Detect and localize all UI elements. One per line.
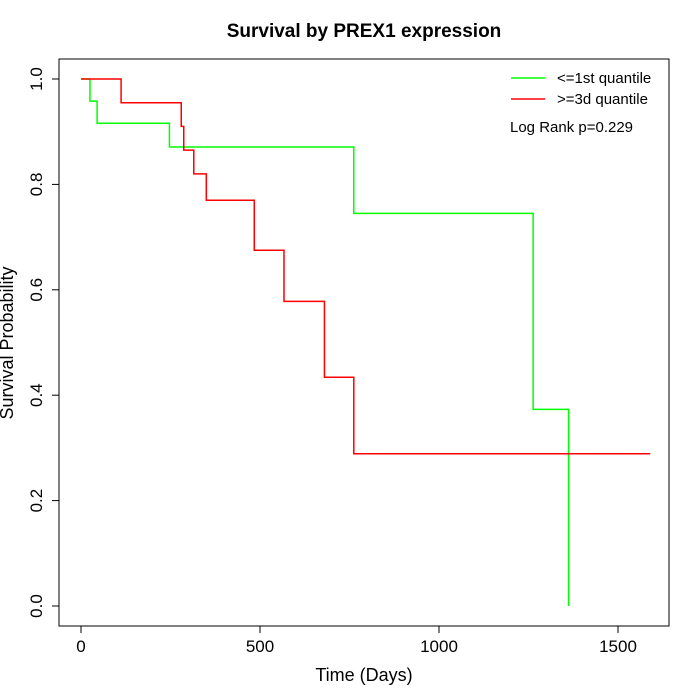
series-line-2 xyxy=(81,78,651,455)
x-tick-label: 1000 xyxy=(420,637,458,656)
chart-title: Survival by PREX1 expression xyxy=(227,21,502,42)
x-axis: 0 500 1000 1500 xyxy=(76,625,637,656)
series-layer xyxy=(81,78,651,606)
x-tick-label: 1500 xyxy=(599,637,637,656)
series-line-1 xyxy=(81,78,570,606)
y-axis-label: Survival Probability xyxy=(0,266,17,419)
y-tick-label: 0.0 xyxy=(27,594,46,618)
legend-label-1: <=1st quantile xyxy=(557,70,651,87)
y-tick-label: 0.2 xyxy=(27,489,46,513)
x-tick-label: 0 xyxy=(76,637,85,656)
y-tick-label: 0.8 xyxy=(27,173,46,197)
legend: <=1st quantile >=3d quantile xyxy=(511,70,651,108)
y-axis: 0.0 0.2 0.4 0.6 0.8 1.0 xyxy=(27,67,60,618)
y-tick-label: 0.4 xyxy=(27,383,46,407)
log-rank-annotation: Log Rank p=0.229 xyxy=(510,119,633,136)
y-tick-label: 0.6 xyxy=(27,278,46,302)
legend-label-2: >=3d quantile xyxy=(557,91,648,108)
x-tick-label: 500 xyxy=(246,637,274,656)
y-tick-label: 1.0 xyxy=(27,67,46,91)
x-axis-label: Time (Days) xyxy=(315,665,412,685)
